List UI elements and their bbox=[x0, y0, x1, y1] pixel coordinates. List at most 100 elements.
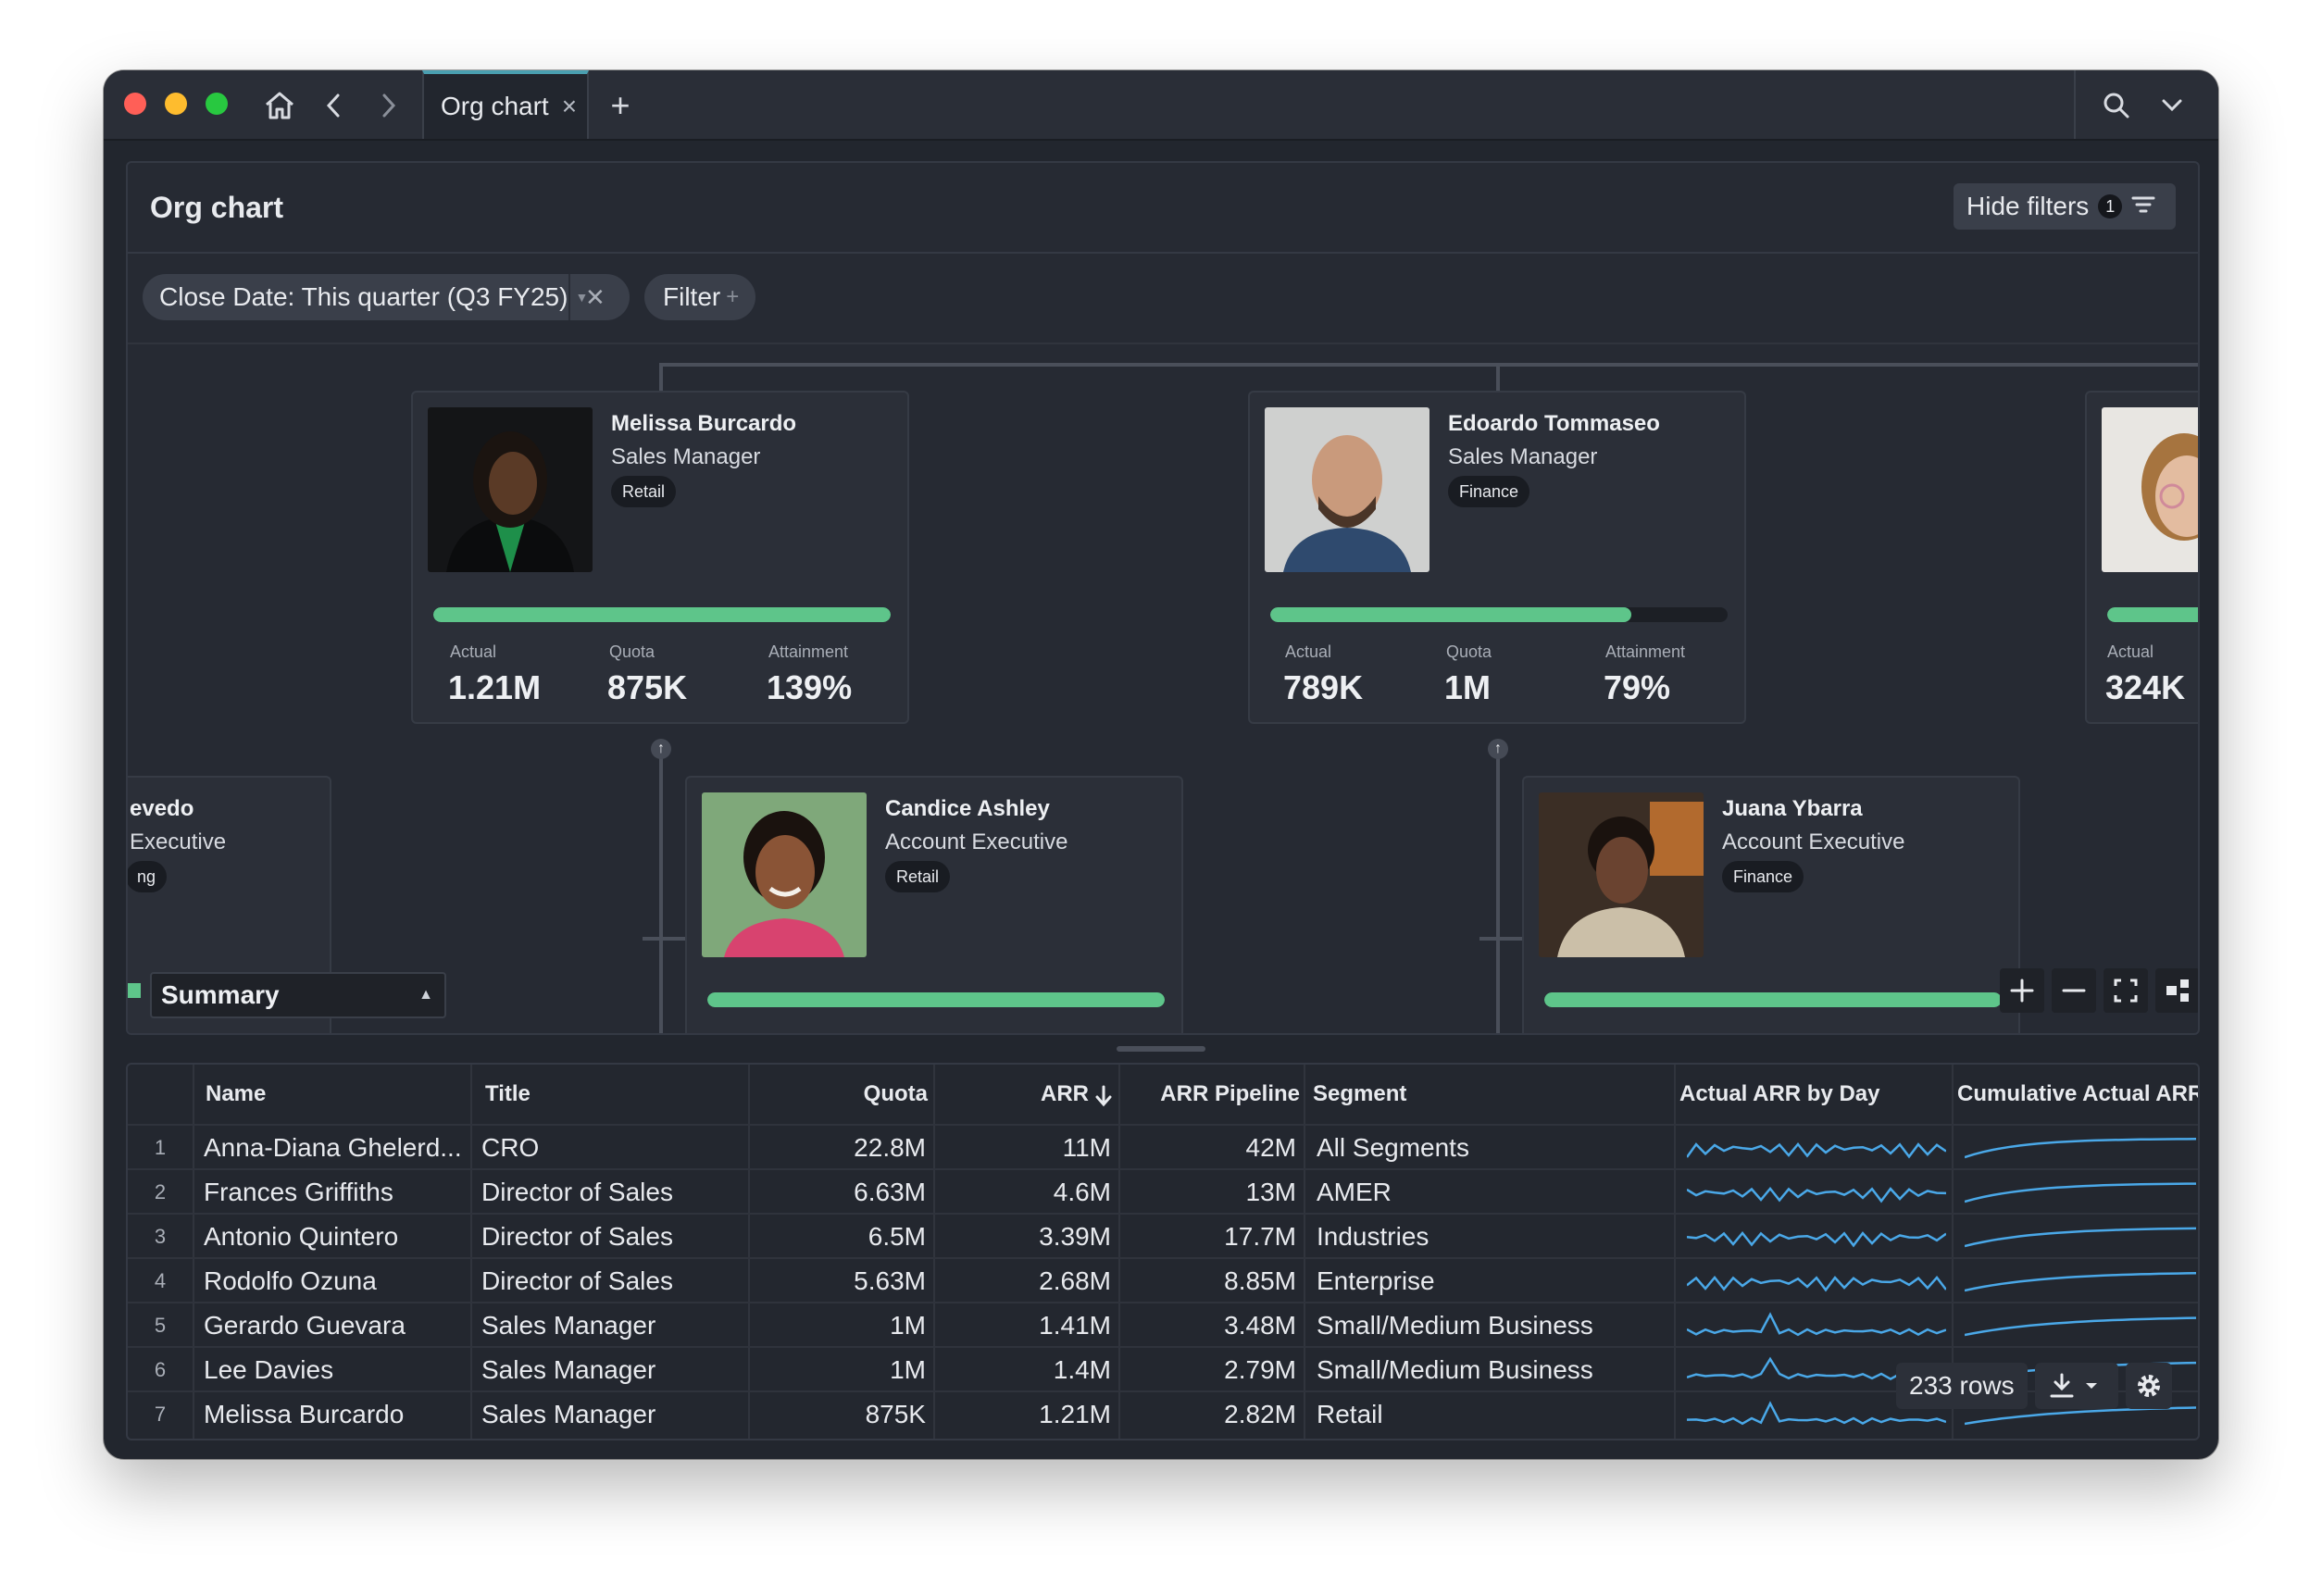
cell-title: Director of Sales bbox=[481, 1266, 673, 1295]
summary-label: Summary bbox=[161, 980, 280, 1009]
cell-segment: Small/Medium Business bbox=[1317, 1311, 1593, 1340]
attainment-bar bbox=[1270, 607, 1728, 622]
sparkline-actual-arr bbox=[1687, 1231, 1946, 1248]
attainment-label: Attainment bbox=[1605, 642, 1686, 661]
org-card-juana-ybarra[interactable]: Juana Ybarra Account Executive Finance bbox=[1522, 776, 2020, 1033]
org-card-edoardo-tommaseo[interactable]: Edoardo Tommaseo Sales Manager Finance A… bbox=[1248, 391, 1746, 724]
new-tab-button[interactable]: + bbox=[610, 86, 630, 124]
tab-org-chart[interactable]: Org chart × bbox=[422, 70, 589, 139]
back-icon[interactable] bbox=[315, 87, 352, 124]
cell-n: 6 bbox=[154, 1358, 167, 1381]
sparkline-actual-arr bbox=[1687, 1142, 1946, 1159]
cell-n: 4 bbox=[154, 1269, 167, 1292]
table-row[interactable]: 2 Frances Griffiths Director of Sales 6.63M… bbox=[128, 1168, 2198, 1215]
column-header-quota[interactable]: Quota bbox=[863, 1081, 928, 1106]
add-filter-button[interactable]: Filter + bbox=[644, 274, 755, 320]
attainment-bar bbox=[433, 607, 891, 622]
actual-label: Actual bbox=[450, 642, 497, 661]
hide-filters-button[interactable]: Hide filters 1 bbox=[1954, 183, 2176, 230]
cell-name: Antonio Quintero bbox=[204, 1222, 399, 1251]
chevron-down-icon[interactable] bbox=[2153, 87, 2191, 124]
column-header-title[interactable]: Title bbox=[485, 1081, 531, 1106]
table-row[interactable]: 1 Anna-Diana Ghelerd... CRO 22.8M 11M 42M All … bbox=[128, 1124, 2198, 1170]
table-row[interactable]: 7 Melissa Burcardo Sales Manager 875K 1.21M 2… bbox=[128, 1390, 2198, 1437]
summary-dropdown[interactable]: Summary ▲ bbox=[150, 972, 446, 1018]
collapse-arrow-icon[interactable]: ↑ bbox=[1488, 739, 1508, 759]
table-row[interactable]: 6 Lee Davies Sales Manager 1M 1.4M 2.79M Small… bbox=[128, 1346, 2198, 1392]
column-header-arr[interactable]: ARR bbox=[1041, 1081, 1089, 1106]
table-row[interactable]: 5 Gerardo Guevara Sales Manager 1M 1.41M 3.48… bbox=[128, 1302, 2198, 1348]
connector-line bbox=[659, 752, 663, 1033]
sort-descending-icon[interactable] bbox=[1094, 1085, 1113, 1112]
download-button[interactable] bbox=[2035, 1363, 2118, 1409]
column-header-actual-arr-by-day[interactable]: Actual ARR by Day bbox=[1679, 1081, 1880, 1106]
remove-filter-icon[interactable]: ✕ bbox=[585, 282, 605, 311]
cell-arr: 11M bbox=[1062, 1133, 1111, 1162]
forward-icon[interactable] bbox=[370, 87, 407, 124]
person-role: Account Executive bbox=[885, 829, 1068, 854]
chip-divider bbox=[568, 274, 570, 320]
zoom-in-button[interactable] bbox=[2000, 968, 2044, 1013]
filter-chip-label: Close Date: This quarter (Q3 FY25) bbox=[159, 282, 568, 311]
org-card-candice-ashley[interactable]: Candice Ashley Account Executive Retail bbox=[685, 776, 1183, 1033]
sparkline-actual-arr bbox=[1687, 1401, 1946, 1426]
segment-badge: Retail bbox=[611, 476, 677, 507]
row-count: 233 rows bbox=[1896, 1363, 2028, 1409]
maximize-window-button[interactable] bbox=[206, 93, 228, 115]
table-row[interactable]: 4 Rodolfo Ozuna Director of Sales 5.63M 2.68… bbox=[128, 1257, 2198, 1303]
connector-line bbox=[659, 363, 2198, 367]
search-icon[interactable] bbox=[2098, 87, 2135, 124]
column-header-cumulative-arr[interactable]: Cumulative Actual ARR bbox=[1957, 1081, 2200, 1106]
cell-quota: 875K bbox=[865, 1400, 926, 1428]
org-chart-canvas[interactable]: Melissa Burcardo Sales Manager Retail Ac… bbox=[128, 344, 2198, 1033]
zoom-out-button[interactable] bbox=[2052, 968, 2096, 1013]
column-header-arr-pipeline[interactable]: ARR Pipeline bbox=[1160, 1081, 1300, 1106]
actual-label: Actual bbox=[2107, 642, 2154, 661]
attainment-bar-fill bbox=[2107, 607, 2198, 622]
filter-chip-close-date[interactable]: Close Date: This quarter (Q3 FY25) ▼ ✕ bbox=[143, 274, 630, 320]
org-card-partial[interactable]: Actual 324K bbox=[2085, 391, 2198, 724]
layout-icon[interactable] bbox=[2155, 968, 2198, 1013]
tab-close-icon[interactable]: × bbox=[561, 92, 578, 120]
minimize-window-button[interactable] bbox=[165, 93, 187, 115]
column-header-segment[interactable]: Segment bbox=[1313, 1081, 1407, 1106]
cell-segment: Small/Medium Business bbox=[1317, 1355, 1593, 1384]
cell-title: Director of Sales bbox=[481, 1222, 673, 1251]
attainment-bar bbox=[2107, 607, 2198, 622]
close-window-button[interactable] bbox=[124, 93, 146, 115]
attainment-bar-fill bbox=[1544, 992, 2002, 1007]
cell-name: Lee Davies bbox=[204, 1355, 334, 1384]
partial-attainment-bar bbox=[128, 983, 141, 998]
hide-filters-label: Hide filters bbox=[1966, 192, 2090, 220]
sparkline-cumulative-arr bbox=[1965, 1138, 2197, 1159]
column-divider bbox=[1304, 1065, 1305, 1439]
cell-segment: Retail bbox=[1317, 1400, 1383, 1428]
column-divider bbox=[1674, 1065, 1676, 1439]
segment-badge: ng bbox=[128, 861, 168, 892]
chip-caret-icon[interactable]: ▼ bbox=[575, 290, 589, 305]
resize-handle[interactable] bbox=[1117, 1046, 1205, 1052]
person-role: Sales Manager bbox=[611, 444, 761, 469]
panel-title: Org chart bbox=[150, 191, 284, 224]
cell-quota: 5.63M bbox=[854, 1266, 926, 1295]
table-row[interactable]: 3 Antonio Quintero Director of Sales 6.5M 3.… bbox=[128, 1213, 2198, 1259]
avatar bbox=[428, 407, 593, 572]
column-header-name[interactable]: Name bbox=[206, 1081, 267, 1106]
actual-value: 789K bbox=[1283, 668, 1364, 706]
settings-gear-icon[interactable] bbox=[2126, 1363, 2172, 1409]
collapse-arrow-icon[interactable]: ↑ bbox=[651, 739, 671, 759]
avatar bbox=[1539, 792, 1704, 957]
fit-screen-icon[interactable] bbox=[2104, 968, 2148, 1013]
avatar bbox=[1265, 407, 1429, 572]
home-icon[interactable] bbox=[261, 87, 298, 124]
cell-title: Sales Manager bbox=[481, 1400, 656, 1428]
titlebar-divider bbox=[2074, 70, 2076, 139]
tab-title: Org chart bbox=[441, 92, 549, 120]
person-name: Melissa Burcardo bbox=[611, 411, 797, 436]
connector-line bbox=[659, 937, 687, 941]
org-card-melissa-burcardo[interactable]: Melissa Burcardo Sales Manager Retail Ac… bbox=[411, 391, 909, 724]
cell-name: Anna-Diana Ghelerd... bbox=[204, 1133, 462, 1162]
person-role: Sales Manager bbox=[1448, 444, 1598, 469]
attainment-bar bbox=[1544, 992, 2002, 1007]
data-table: Name Title Quota ARR ARR Pipeline Segmen… bbox=[126, 1063, 2200, 1440]
